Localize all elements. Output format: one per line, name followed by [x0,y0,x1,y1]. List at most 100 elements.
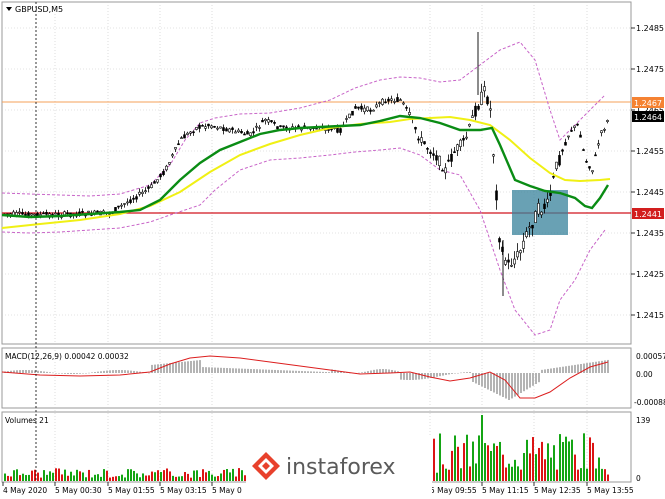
macd-histogram-bar [571,365,573,373]
macd-histogram-bar [211,367,213,373]
candle-body [237,129,240,133]
candle-body [465,136,468,139]
macd-histogram-bar [49,372,51,373]
price-tick-label: 1.2465 [636,106,664,115]
volume-bar [190,477,192,481]
macd-histogram-bar [382,369,384,373]
volume-bar [136,473,138,481]
macd-histogram-bar [163,363,165,373]
macd-histogram-bar [280,370,282,373]
volume-bar [160,472,162,481]
volume-bar [91,477,93,481]
candle-body [558,155,561,166]
macd-histogram-bar [274,369,276,373]
macd-histogram-bar [64,373,66,374]
macd-histogram-bar [589,362,591,373]
volume-bar [433,438,435,481]
volume-bar [70,471,72,481]
candle-body [216,127,219,130]
macd-histogram-bar [505,373,507,399]
macd-tick-zero: 0.00 [636,370,653,379]
candle-body [267,119,270,123]
time-axis-label: 5 May 0 [212,486,242,495]
volume-bar [67,475,69,481]
volume-bar [442,464,444,481]
volume-bar [205,472,207,481]
macd-histogram-bar [367,371,369,373]
candle-body [255,125,258,128]
macd-histogram-bar [406,373,408,380]
candle-body [39,214,42,216]
candle-body [258,127,261,129]
candle-body [378,102,381,104]
macd-histogram-bar [175,362,177,373]
price-axis-ticks: 1.2485 1.2475 1.2465 1.2455 1.2445 1.2435 1.24… [631,24,664,320]
candle-body [534,211,537,223]
candle-body [423,141,426,145]
candle-body [243,133,246,136]
volume-bar [238,468,240,481]
volume-bar [79,471,81,481]
candle-body [417,138,420,141]
candle-body [33,213,36,216]
macd-histogram-bar [484,373,486,388]
macd-histogram-bar [478,373,480,385]
candle-body [579,134,582,138]
candle-body [264,118,267,122]
macd-histogram-bar [139,371,141,373]
candle-body [135,196,138,200]
candle-body [246,131,249,135]
macd-histogram-bar [277,370,279,373]
candle-body [480,91,483,105]
macd-histogram-bar [214,367,216,373]
volume-bar [4,473,6,481]
macd-histogram-bar [244,368,246,373]
volume-bar [226,469,228,481]
macd-histogram-bar [556,367,558,373]
macd-histogram-bar [340,371,342,373]
macd-histogram-bar [289,370,291,373]
volume-bar [511,466,513,481]
candle-body [159,173,162,178]
candle-body [552,175,555,178]
price-tick-label: 1.2455 [636,147,664,156]
macd-histogram-bar [241,368,243,373]
macd-histogram-bar [31,370,33,373]
macd-histogram-bar [466,372,468,373]
macd-histogram-bar [376,369,378,373]
candle-body [513,258,516,265]
volumes-tick-max: 139 [636,416,651,425]
triangle-down-icon[interactable] [6,7,12,11]
volume-bar [475,463,477,481]
macd-histogram-bar [574,364,576,373]
candle-body [18,211,21,214]
candle-body [594,154,597,157]
candle-body [414,127,417,130]
volume-bar [88,469,90,481]
macd-histogram-bar [40,371,42,373]
grid-lines [2,2,631,482]
macd-histogram-bar [322,371,324,373]
volume-bar [550,457,552,481]
candle-body [528,226,531,229]
volume-bar [604,469,606,481]
candle-body [66,212,69,215]
time-axis-label: 5 May 11:15 [482,486,529,495]
macd-histogram-bar [388,369,390,373]
macd-title: MACD(12,26,9) 0.00042 0.00032 [5,352,129,361]
candle-body [384,101,387,104]
macd-histogram [4,359,609,400]
volume-bar [496,445,498,481]
candle-body [441,169,444,172]
macd-histogram-bar [457,372,459,374]
candle-body [399,99,402,101]
price-tick-label: 1.2475 [636,65,664,74]
volume-bar [103,469,105,481]
macd-histogram-bar [592,362,594,373]
volume-bar [163,470,165,481]
macd-histogram-bar [43,371,45,373]
volume-bar [241,470,243,481]
candle-body [447,159,450,162]
candle-body [360,105,363,110]
candle-body [138,191,141,195]
